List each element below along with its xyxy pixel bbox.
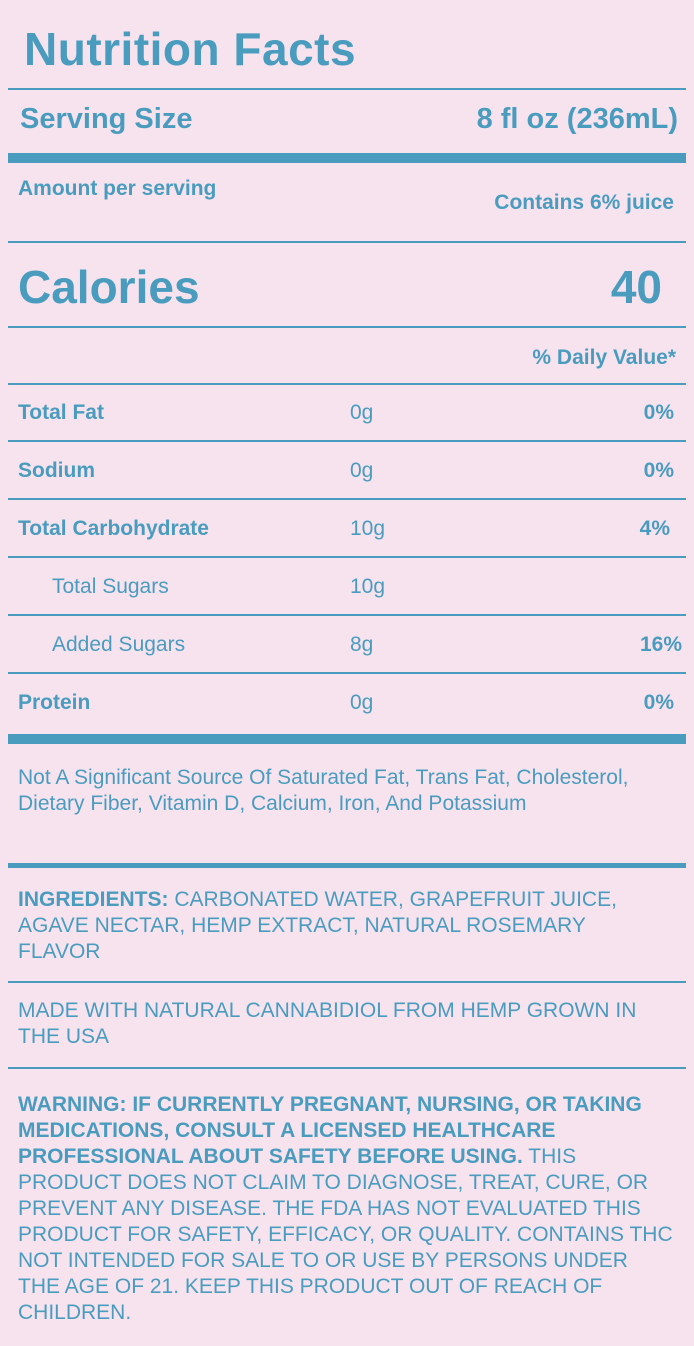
made-with-statement: MADE WITH NATURAL CANNABIDIOL FROM HEMP … — [18, 999, 637, 1048]
nutrient-name: Sodium — [18, 459, 95, 482]
ingredients: INGREDIENTS: CARBONATED WATER, GRAPEFRUI… — [18, 887, 670, 965]
divider — [8, 440, 686, 442]
daily-value-header: % Daily Value* — [532, 346, 676, 369]
nutrient-name: Protein — [18, 691, 91, 714]
nutrient-daily-value: 16% — [639, 633, 682, 656]
divider — [8, 88, 686, 90]
serving-size-label: Serving Size — [20, 103, 193, 135]
thick-divider — [8, 734, 686, 744]
divider — [8, 241, 686, 243]
divider — [8, 981, 686, 983]
ingredients-label: INGREDIENTS: — [18, 888, 169, 911]
calories-value: 40 — [610, 261, 662, 313]
nutrient-amount: 0g — [350, 691, 374, 714]
nutrient-row-total-carbohydrate: Total Carbohydrate 10g 4% — [0, 501, 694, 559]
calories-label: Calories — [18, 261, 200, 313]
warning-text: THIS PRODUCT DOES NOT CLAIM TO DIAGNOSE,… — [18, 1145, 673, 1324]
divider — [8, 498, 686, 500]
nutrient-amount: 10g — [350, 517, 386, 540]
divider — [8, 326, 686, 328]
nutrient-row-added-sugars: Added Sugars 8g 16% — [0, 617, 694, 675]
nutrient-row-total-sugars: Total Sugars 10g — [0, 559, 694, 617]
nutrient-name: Added Sugars — [52, 633, 186, 656]
nutrient-row-protein: Protein 0g 0% — [0, 675, 694, 733]
thick-divider — [8, 153, 686, 163]
divider — [8, 1067, 686, 1069]
warning: WARNING: IF CURRENTLY PREGNANT, NURSING,… — [18, 1092, 674, 1326]
nutrient-row-sodium: Sodium 0g 0% — [0, 443, 694, 501]
nutrient-amount: 0g — [350, 401, 374, 424]
nutrient-daily-value: 0% — [643, 401, 674, 424]
nutrient-daily-value: 0% — [643, 459, 674, 482]
serving-size-value: 8 fl oz (236mL) — [476, 103, 678, 135]
warning-bold: WARNING: IF CURRENTLY PREGNANT, NURSING,… — [18, 1093, 642, 1168]
ingredients-list: CARBONATED WATER, GRAPEFRUIT JUICE, AGAV… — [18, 888, 617, 963]
divider — [8, 614, 686, 616]
nutrient-amount: 8g — [350, 633, 374, 656]
divider — [8, 556, 686, 558]
nutrient-name: Total Sugars — [52, 575, 169, 598]
divider — [8, 672, 686, 674]
amount-per-serving: Amount per serving — [18, 177, 217, 200]
nutrient-row-total-fat: Total Fat 0g 0% — [0, 385, 694, 443]
not-significant-source: Not A Significant Source Of Saturated Fa… — [18, 766, 629, 815]
nutrient-daily-value: 4% — [639, 517, 670, 540]
nutrient-amount: 10g — [350, 575, 386, 598]
juice-content: Contains 6% juice — [494, 191, 674, 214]
nutrient-daily-value: 0% — [643, 691, 674, 714]
nutrient-amount: 0g — [350, 459, 374, 482]
nutrient-name: Total Carbohydrate — [18, 517, 209, 540]
divider — [8, 383, 686, 385]
medium-divider — [8, 863, 686, 868]
nutrient-name: Total Fat — [18, 401, 104, 424]
label-title: Nutrition Facts — [24, 23, 357, 75]
